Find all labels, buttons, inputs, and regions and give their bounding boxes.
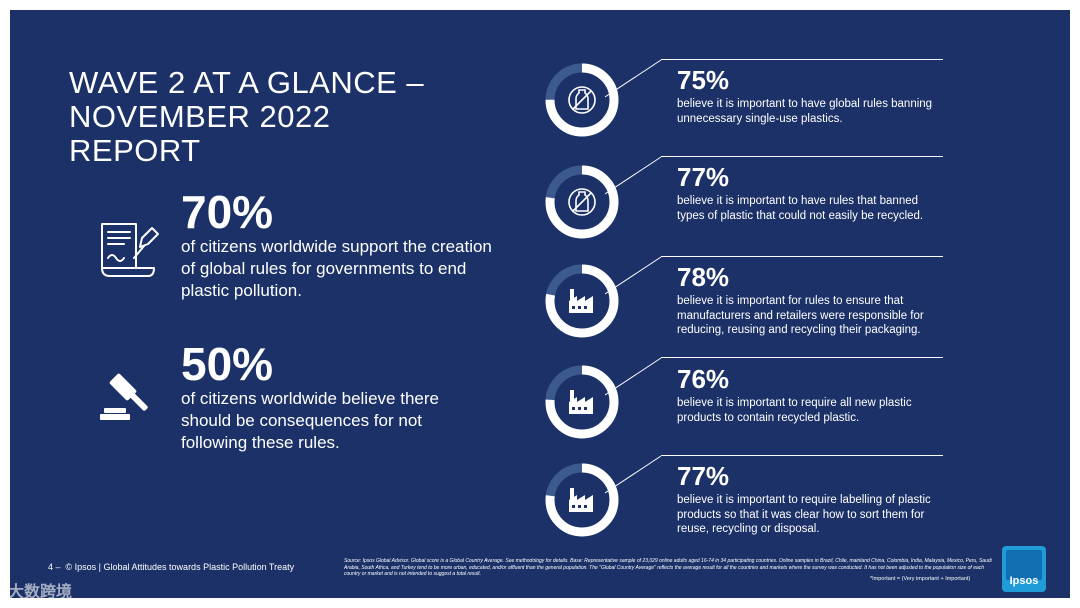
stat-70-value: 70% <box>181 186 274 238</box>
slide: WAVE 2 AT A GLANCE – NOVEMBER 2022 REPOR… <box>10 10 1070 598</box>
item-text: believe it is important to have global r… <box>677 98 933 125</box>
page-number: 4 – <box>48 562 61 572</box>
stat-50: 50% of citizens worldwide believe there … <box>181 340 481 454</box>
stat-70-text: of citizens worldwide support the creati… <box>181 237 492 300</box>
progress-ring <box>545 463 619 537</box>
gavel-icon <box>100 373 148 420</box>
footer: 4 – © Ipsos | Global Attitudes towards P… <box>48 562 294 572</box>
factory-icon <box>569 488 593 512</box>
progress-ring <box>545 165 619 239</box>
progress-ring <box>545 365 619 439</box>
item-percent: 75% <box>677 65 730 95</box>
stat-50-text: of citizens worldwide believe there shou… <box>181 389 439 452</box>
stat-50-value: 50% <box>181 338 274 390</box>
watermark: 大数跨境 <box>8 584 73 601</box>
title-line-3: REPORT <box>69 133 201 168</box>
progress-ring <box>545 264 619 338</box>
item-percent: 78% <box>677 262 730 292</box>
title-line-2: NOVEMBER 2022 <box>69 99 331 134</box>
item-text: believe it is important for rules to ens… <box>677 295 924 336</box>
progress-ring <box>545 63 619 137</box>
item-percent: 77% <box>677 461 730 491</box>
title-line-1: WAVE 2 AT A GLANCE – <box>69 65 425 100</box>
footer-label: © Ipsos | Global Attitudes towards Plast… <box>65 562 295 572</box>
item-text: believe it is important to have rules th… <box>677 195 924 222</box>
stat-70: 70% of citizens worldwide support the cr… <box>181 188 501 302</box>
item-text: believe it is important to require all n… <box>677 397 912 424</box>
no-plastic-bottle-icon <box>568 188 596 216</box>
item-text: believe it is important to require label… <box>677 494 931 535</box>
factory-icon <box>569 390 593 414</box>
page-title: WAVE 2 AT A GLANCE – NOVEMBER 2022 REPOR… <box>69 66 424 168</box>
item-percent: 76% <box>677 364 730 394</box>
item-percent: 77% <box>677 162 730 192</box>
factory-icon <box>569 289 593 313</box>
source-note: Source: Ipsos Global Advisor. Global sco… <box>344 558 992 577</box>
no-plastic-bottle-icon <box>568 86 596 114</box>
important-note: *Important = (Very important + Important… <box>870 576 971 582</box>
contract-signing-icon <box>101 223 159 277</box>
ipsos-logo: Ipsos <box>1002 546 1046 592</box>
logo-text: Ipsos <box>1009 575 1039 587</box>
